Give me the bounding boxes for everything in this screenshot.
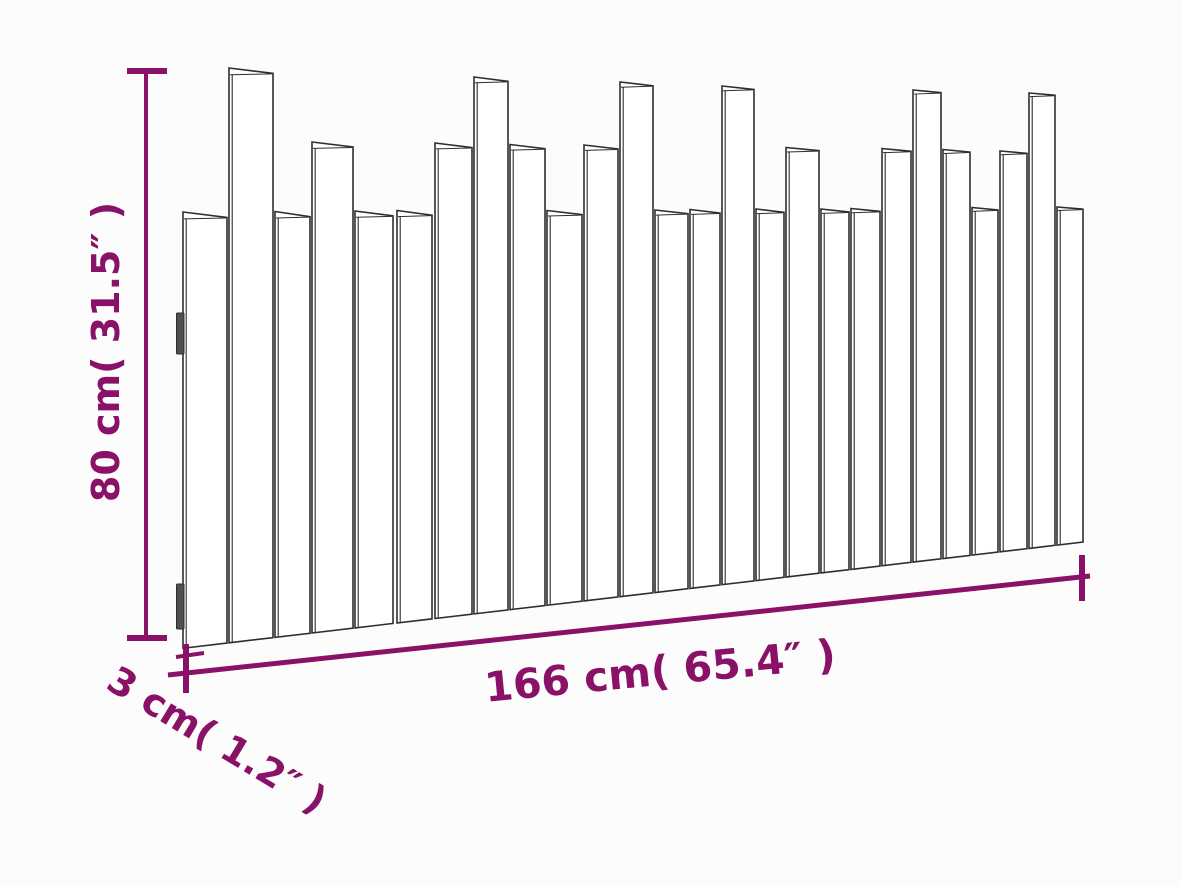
depth-dimension-tick <box>175 651 205 659</box>
slat-short <box>354 210 394 629</box>
slat-top-edge <box>1057 209 1083 212</box>
slat-medium <box>434 142 473 620</box>
slat-top-edge <box>786 150 819 153</box>
slat-top-edge <box>722 89 754 92</box>
slat-short <box>396 209 433 624</box>
wall-bracket <box>176 312 185 355</box>
slat-top-edge <box>1000 153 1027 156</box>
slat-short <box>971 206 999 557</box>
slat-top-edge <box>397 215 432 218</box>
height-dimension-label: 80 cm( 31.5″ ) <box>84 201 128 503</box>
slat-top-edge <box>355 215 393 218</box>
slat-short <box>546 209 583 607</box>
slat-top-edge <box>851 211 880 214</box>
slat-tall <box>619 81 654 598</box>
slat-short <box>689 208 721 590</box>
slat-short <box>654 209 689 594</box>
slat-top-edge <box>584 148 618 151</box>
height-dimension-line <box>127 68 167 641</box>
slat-top-edge <box>655 213 688 216</box>
wall-bracket <box>176 583 185 630</box>
slat-top-edge <box>435 147 472 150</box>
slat-top-edge <box>229 73 273 76</box>
slat-short <box>755 208 785 582</box>
slat-short <box>850 207 881 571</box>
slat-short <box>1056 206 1084 547</box>
slat-short <box>182 211 228 650</box>
slat-tall <box>228 67 274 644</box>
slat-top-edge <box>620 85 653 88</box>
slat-top-edge <box>275 216 310 219</box>
slat-short <box>274 210 311 639</box>
slat-tall <box>912 89 942 564</box>
slat-top-edge <box>913 92 941 95</box>
slat-medium <box>583 144 619 602</box>
slat-medium <box>999 150 1028 553</box>
slat-top-edge <box>1029 95 1055 98</box>
slat-top-edge <box>547 214 582 217</box>
slat-top-edge <box>312 147 353 149</box>
width-dimension-line <box>167 555 1091 693</box>
slat-tall <box>1028 92 1056 550</box>
slat-medium <box>881 147 912 567</box>
slat-top-edge <box>510 148 545 151</box>
slat-top-edge <box>474 81 508 84</box>
slat-medium <box>942 148 971 560</box>
slat-top-edge <box>943 152 970 154</box>
slat-top-edge <box>756 212 784 215</box>
slat-top-edge <box>183 217 227 220</box>
slat-top-edge <box>690 213 720 215</box>
slat-top-edge <box>821 212 849 214</box>
slat-tall <box>721 85 755 586</box>
slat-medium <box>311 141 354 634</box>
slat-medium <box>785 146 820 578</box>
slat-top-edge <box>882 151 911 154</box>
slat-medium <box>509 143 546 611</box>
slat-tall <box>473 76 509 615</box>
slat-top-edge <box>972 209 998 212</box>
slat-short <box>820 208 850 574</box>
